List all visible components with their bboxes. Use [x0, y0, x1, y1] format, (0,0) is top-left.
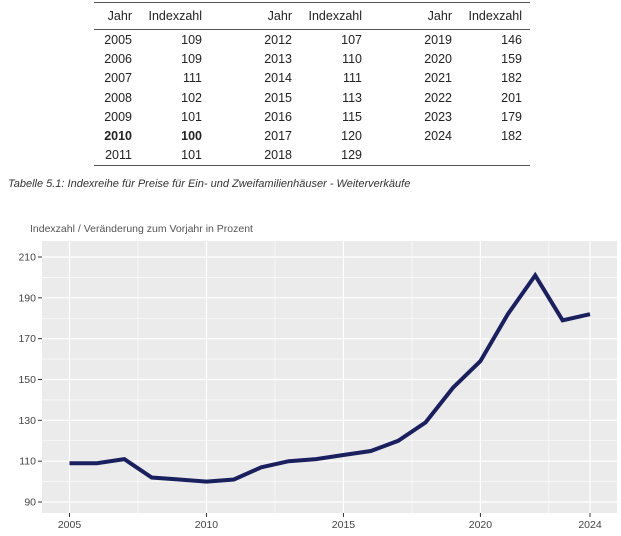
- header-jahr-3: Jahr: [427, 9, 452, 23]
- cell-index: 179: [501, 109, 522, 124]
- cell-index: 109: [181, 32, 202, 47]
- chart-y-axis-label: Indexzahl / Veränderung zum Vorjahr in P…: [30, 223, 253, 235]
- cell-year: 2024: [424, 129, 452, 144]
- cell-year: 2015: [264, 90, 292, 105]
- cell-index: 129: [341, 148, 362, 163]
- cell-index: 182: [501, 71, 522, 86]
- x-tick-label: 2015: [332, 519, 356, 531]
- cell-index: 110: [342, 51, 362, 66]
- cell-index: 146: [501, 32, 522, 47]
- cell-index: 113: [342, 90, 362, 105]
- table-bottom-rule: [94, 165, 530, 167]
- table-row: 2008 102 2015 113 2022 201: [94, 88, 530, 107]
- header-jahr-2: Jahr: [267, 9, 292, 23]
- cell-index: 111: [182, 71, 202, 86]
- y-tick-label: 210: [18, 252, 36, 264]
- header-indexzahl-2: Indexzahl: [308, 9, 362, 23]
- header-jahr-1: Jahr: [107, 9, 132, 23]
- cell-year: 2016: [264, 109, 292, 124]
- cell-year: 2023: [424, 109, 452, 124]
- cell-index: 100: [181, 129, 202, 144]
- table-header-row: Jahr Indexzahl Jahr Indexzahl Jahr Index…: [94, 3, 530, 29]
- table-header-rule: [94, 29, 530, 30]
- x-tick-label: 2020: [469, 519, 493, 531]
- table-row: 2011 101 2018 129: [94, 146, 530, 165]
- cell-year: 2013: [264, 51, 292, 66]
- x-tick-label: 2005: [58, 519, 82, 531]
- cell-index: 120: [341, 129, 362, 144]
- cell-index: 182: [501, 129, 522, 144]
- cell-index: 201: [501, 90, 522, 105]
- header-indexzahl-3: Indexzahl: [468, 9, 522, 23]
- cell-year: 2018: [264, 148, 292, 163]
- cell-year: 2008: [104, 90, 132, 105]
- y-tick-label: 190: [18, 292, 36, 304]
- cell-year: 2005: [104, 32, 132, 47]
- cell-year: 2014: [264, 71, 292, 86]
- y-tick-label: 150: [18, 374, 36, 386]
- cell-year: 2007: [104, 71, 132, 86]
- y-tick-label: 90: [24, 497, 36, 509]
- series-line: [69, 271, 591, 484]
- table-body: 2005 109 2012 107 2019 146 2006 109 2013 110 2020 1…: [94, 30, 530, 165]
- cell-index: 109: [181, 51, 202, 66]
- cell-index: 159: [501, 51, 522, 66]
- table-row: 2009 101 2016 115 2023 179: [94, 107, 530, 126]
- cell-year: 2020: [424, 51, 452, 66]
- table-top-rule: [94, 2, 530, 3]
- table-row: 2010 100 2017 120 2024 182: [94, 126, 530, 145]
- x-tick-label: 2024: [578, 519, 602, 531]
- cell-year: 2017: [264, 129, 292, 144]
- cell-year: 2012: [264, 32, 292, 47]
- cell-year: 2006: [104, 51, 132, 66]
- cell-year: 2010: [104, 129, 132, 144]
- cell-year: 2022: [424, 90, 452, 105]
- cell-index: 111: [342, 71, 362, 86]
- cell-year: 2011: [105, 148, 132, 163]
- index-table: Jahr Indexzahl Jahr Indexzahl Jahr Index…: [94, 2, 530, 167]
- cell-index: 101: [181, 109, 202, 124]
- cell-index: 115: [342, 109, 362, 124]
- x-tick-label: 2010: [195, 519, 219, 531]
- cell-index: 107: [341, 32, 362, 47]
- table-caption: Tabelle 5.1: Indexreihe für Preise für E…: [8, 178, 411, 190]
- y-tick-label: 170: [18, 333, 36, 345]
- cell-year: 2009: [104, 109, 132, 124]
- cell-index: 101: [181, 148, 202, 163]
- cell-year: 2021: [424, 71, 452, 86]
- header-indexzahl-1: Indexzahl: [148, 9, 202, 23]
- y-tick-label: 130: [18, 415, 36, 427]
- table-row: 2006 109 2013 110 2020 159: [94, 49, 530, 68]
- y-tick-label: 110: [19, 456, 36, 468]
- cell-index: 102: [181, 90, 202, 105]
- cell-year: 2019: [424, 32, 452, 47]
- table-row: 2007 111 2014 111 2021 182: [94, 69, 530, 88]
- table-row: 2005 109 2012 107 2019 146: [94, 30, 530, 49]
